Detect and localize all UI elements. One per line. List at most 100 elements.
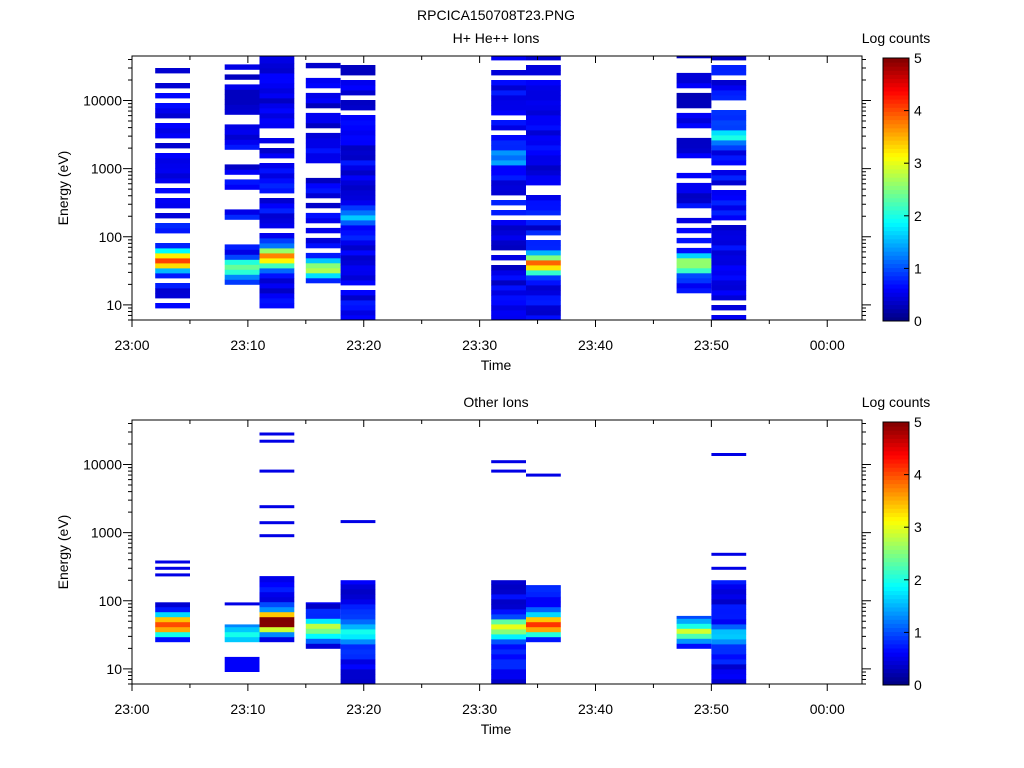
spectrogram-cell <box>491 664 526 670</box>
colorbar-swatch <box>883 491 909 497</box>
spectrogram-cell <box>340 145 376 151</box>
spectrogram-cell <box>491 310 526 316</box>
colorbar-tick-label: 2 <box>914 208 922 224</box>
data-column <box>305 62 341 284</box>
spectrogram-cell <box>155 263 190 269</box>
spectrogram-cell <box>259 298 295 304</box>
spectrogram-cell <box>491 275 526 281</box>
spectrogram-cell <box>340 315 376 321</box>
colorbar-tick-label: 0 <box>914 313 922 329</box>
spectrogram-cell <box>340 584 376 590</box>
spectrogram-line <box>491 460 526 464</box>
spectrogram-cell <box>526 631 561 638</box>
spectrogram-cell <box>224 84 260 90</box>
colorbar-swatch <box>883 557 909 563</box>
spectrogram-cell <box>491 190 526 196</box>
spectrogram-cell <box>340 205 376 211</box>
colorbar-swatch <box>883 586 909 591</box>
colorbar-swatch <box>883 623 909 628</box>
spectrogram-cell <box>305 187 341 194</box>
data-column <box>711 453 747 685</box>
spectrogram-cell <box>224 64 260 70</box>
spectrogram-cell <box>340 609 376 615</box>
spectrogram-cell <box>155 253 190 259</box>
spectrogram-cell <box>526 70 561 76</box>
spectrogram-cell <box>711 614 747 620</box>
colorbar-swatch <box>883 532 909 538</box>
spectrogram-cell <box>340 135 376 141</box>
spectrogram-cell <box>711 120 747 126</box>
spectrogram-cell <box>711 190 747 196</box>
spectrogram-cell <box>259 98 295 104</box>
spectrogram-cell <box>155 636 190 643</box>
spectrogram-cell <box>676 643 712 649</box>
spectrogram-cell <box>340 260 376 266</box>
x-tick-label: 23:20 <box>346 701 381 717</box>
spectrogram-cell <box>526 290 561 296</box>
spectrogram-line <box>711 453 747 456</box>
spectrogram-cell <box>305 272 341 279</box>
colorbar-swatch <box>883 201 909 207</box>
spectrogram-cell <box>305 608 341 614</box>
spectrogram-cell <box>305 277 341 284</box>
spectrogram-cell <box>340 70 376 76</box>
spectrogram-cell <box>526 80 561 86</box>
spectrogram-cell <box>711 305 747 311</box>
colorbar-tick-label: 5 <box>914 414 922 430</box>
spectrogram-cell <box>259 591 295 598</box>
spectrogram-cell <box>526 300 561 306</box>
colorbar-swatch <box>883 635 909 641</box>
spectrogram-cell <box>491 280 526 286</box>
spectrogram-line <box>155 560 190 564</box>
spectrogram-cell <box>711 260 747 266</box>
colorbar-swatch <box>883 454 909 460</box>
spectrogram-cell <box>305 157 341 164</box>
colorbar-swatch <box>883 181 909 186</box>
spectrogram-cell <box>259 238 295 244</box>
spectrogram-cell <box>259 183 295 189</box>
spectrogram-cell <box>340 100 376 106</box>
colorbar-tick-label: 1 <box>914 260 922 276</box>
spectrogram-cell <box>259 178 295 184</box>
spectrogram-cell <box>676 182 712 189</box>
spectrogram-cell <box>305 217 341 224</box>
colorbar-swatch <box>883 463 909 468</box>
colorbar-swatch <box>883 537 909 542</box>
colorbar-swatch <box>883 656 909 661</box>
x-tick-label: 23:10 <box>230 337 265 353</box>
x-axis-label: Time <box>481 721 512 737</box>
spectrogram-cell <box>526 140 561 146</box>
spectrogram-cell <box>259 56 295 59</box>
spectrogram-cell <box>491 230 526 236</box>
colorbar-swatch <box>883 94 909 100</box>
colorbar-swatch <box>883 140 909 145</box>
colorbar-swatch <box>883 458 909 464</box>
spectrogram-cell <box>340 300 376 306</box>
colorbar-swatch <box>883 631 909 637</box>
spectrogram-cell <box>155 243 190 249</box>
spectrogram-cell <box>155 133 190 139</box>
colorbar-swatch <box>883 136 909 141</box>
spectrogram-cell <box>711 245 747 251</box>
spectrogram-cell <box>711 90 747 96</box>
data-column <box>340 520 376 685</box>
spectrogram-cell <box>305 202 341 209</box>
spectrogram-cell <box>526 611 561 618</box>
spectrogram-cell <box>491 175 526 181</box>
spectrogram-cell <box>340 280 376 286</box>
spectrogram-cell <box>305 633 341 639</box>
colorbar-swatch <box>883 238 909 244</box>
spectrogram-cell <box>526 621 561 628</box>
figure-title: RPCICA150708T23.PNG <box>417 7 575 23</box>
spectrogram-cell <box>711 270 747 276</box>
spectrogram-cell <box>340 215 376 221</box>
spectrogram-cell <box>155 108 190 114</box>
spectrogram-cell <box>340 295 376 301</box>
spectrogram-cell <box>526 225 561 231</box>
spectrogram-cell <box>340 634 376 640</box>
spectrogram-cell <box>224 164 260 170</box>
spectrogram-cell <box>676 217 712 224</box>
spectrogram-cell <box>340 580 376 585</box>
spectrogram-cell <box>526 130 561 136</box>
spectrogram-cell <box>155 283 190 289</box>
